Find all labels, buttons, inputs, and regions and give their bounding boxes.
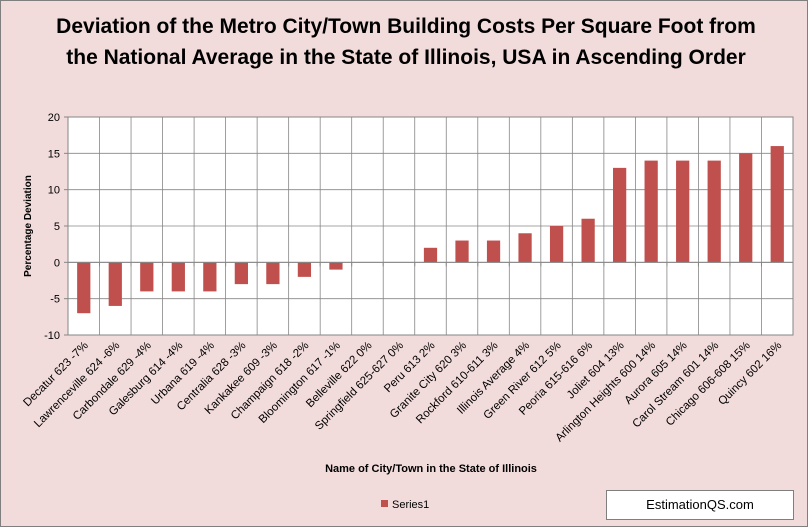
bar xyxy=(140,262,154,292)
legend-label: Series1 xyxy=(392,499,429,511)
y-tick-label: 0 xyxy=(54,257,60,269)
bar xyxy=(518,233,532,263)
bar xyxy=(266,262,280,285)
watermark-box: EstimationQS.com xyxy=(606,490,794,520)
bar xyxy=(770,146,784,263)
bar xyxy=(108,262,122,306)
bar xyxy=(581,218,595,263)
y-tick-label: 10 xyxy=(48,185,60,197)
x-tick-label: Joliet 604 13% xyxy=(565,340,627,402)
bar xyxy=(171,262,185,292)
bar xyxy=(203,262,217,292)
x-axis-title: Name of City/Town in the State of Illino… xyxy=(325,463,537,475)
bar xyxy=(77,262,91,314)
chart-title: Deviation of the Metro City/Town Buildin… xyxy=(56,15,756,69)
bar xyxy=(297,262,312,277)
bar xyxy=(455,240,469,263)
bar xyxy=(549,226,564,263)
bar xyxy=(739,153,753,263)
bar xyxy=(486,240,501,263)
y-tick-label: -10 xyxy=(44,330,60,342)
y-tick-label: 15 xyxy=(48,148,60,160)
legend-swatch xyxy=(381,500,388,507)
bar xyxy=(644,160,658,263)
bar xyxy=(707,160,721,263)
y-tick-label: 20 xyxy=(48,112,60,124)
bar xyxy=(423,247,438,263)
bar xyxy=(613,167,627,263)
bar xyxy=(329,262,343,270)
y-tick-label: -5 xyxy=(50,294,60,306)
y-axis-title: Percentage Deviation xyxy=(23,175,34,277)
bar xyxy=(676,160,690,263)
bar xyxy=(234,262,248,285)
y-tick-label: 5 xyxy=(54,221,60,233)
